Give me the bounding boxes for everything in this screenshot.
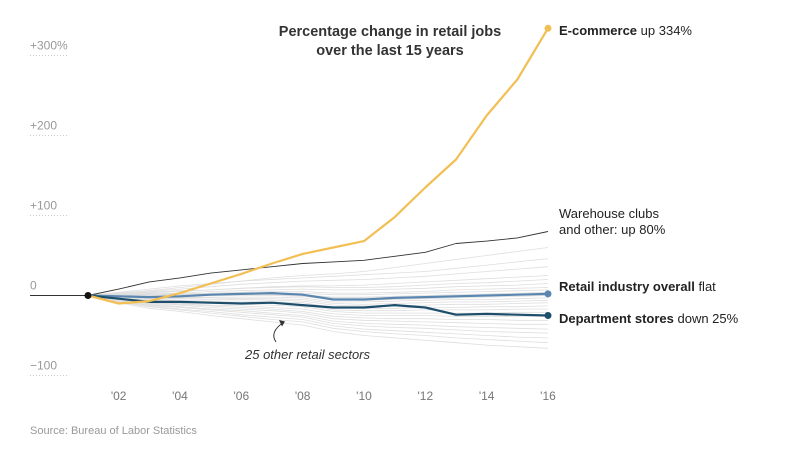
other-sector-line xyxy=(87,295,549,309)
chart-title-line-2: over the last 15 years xyxy=(316,43,464,59)
x-tick-label: '10 xyxy=(356,389,372,403)
other-sector-line xyxy=(87,275,549,296)
gridlines xyxy=(30,55,68,376)
y-tick-label: 0 xyxy=(30,279,37,293)
ecommerce-label-change: up 334% xyxy=(637,23,692,38)
other-sector-line xyxy=(87,295,549,349)
other-sector-line xyxy=(87,295,549,330)
other-sector-line xyxy=(87,266,549,296)
y-axis-tick-labels: +300% +200 +100 0 −100 xyxy=(30,39,68,373)
origin-point xyxy=(84,292,92,299)
ecommerce-label: E-commerce up 334% xyxy=(559,23,692,38)
ecommerce-label-name: E-commerce xyxy=(559,23,637,38)
source-note: Source: Bureau of Labor Statistics xyxy=(30,425,197,437)
overall-label-name: Retail industry overall xyxy=(559,279,695,294)
annotation-arrowhead xyxy=(279,320,285,327)
other-sector-line xyxy=(87,247,549,296)
chart-title-line-1: Percentage change in retail jobs xyxy=(279,24,501,40)
warehouse-label-line-2: and other: up 80% xyxy=(559,222,666,237)
department-end-marker xyxy=(544,312,552,319)
x-tick-label: '06 xyxy=(234,389,250,403)
x-tick-label: '02 xyxy=(111,389,127,403)
warehouse-line xyxy=(87,231,549,296)
warehouse-label-line-1: Warehouse clubs xyxy=(559,206,659,221)
overall-label-change: flat xyxy=(695,279,716,294)
x-axis-tick-labels: '02 '04 '06 '08 '10 '12 '14 '16 xyxy=(111,389,556,403)
y-tick-label: −100 xyxy=(30,359,57,373)
other-sector-line xyxy=(87,295,549,307)
department-label-change: down 25% xyxy=(674,311,739,326)
x-tick-label: '12 xyxy=(418,389,434,403)
other-sector-line xyxy=(87,295,548,312)
x-tick-label: '08 xyxy=(295,389,311,403)
other-sector-line xyxy=(87,295,549,339)
y-tick-label: +100 xyxy=(30,199,57,213)
other-sector-line xyxy=(87,295,548,321)
other-sector-line xyxy=(87,279,549,296)
overall-end-marker xyxy=(544,290,552,298)
other-sector-line xyxy=(87,258,549,296)
x-tick-label: '16 xyxy=(540,389,556,403)
ecommerce-end-marker xyxy=(544,24,552,32)
other-sectors-annotation: 25 other retail sectors xyxy=(244,347,371,362)
series-end-markers xyxy=(84,24,552,319)
other-sector-line xyxy=(87,295,549,334)
highlighted-series-lines xyxy=(87,27,549,317)
x-tick-label: '04 xyxy=(172,389,188,403)
other-sector-line xyxy=(88,289,549,296)
department-line xyxy=(87,294,549,317)
y-tick-label: +300% xyxy=(30,39,68,53)
department-label: Department stores down 25% xyxy=(559,311,739,326)
department-label-name: Department stores xyxy=(559,311,674,326)
ecommerce-line xyxy=(87,27,549,305)
y-tick-label: +200 xyxy=(30,119,57,133)
x-tick-label: '14 xyxy=(479,389,495,403)
overall-label: Retail industry overall flat xyxy=(559,279,716,294)
other-sector-line xyxy=(87,295,548,325)
other-sector-line xyxy=(87,295,549,344)
